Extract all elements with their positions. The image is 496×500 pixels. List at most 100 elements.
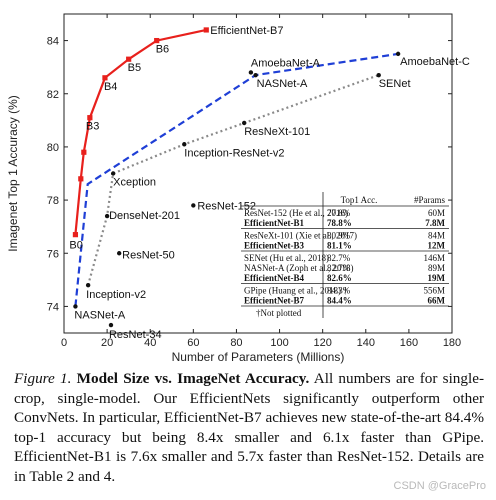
- efficientnet-label: B0: [69, 240, 82, 252]
- table-params: 19M: [428, 273, 446, 283]
- table-model: EfficientNet-B4: [244, 273, 304, 283]
- x-tick-label: 100: [270, 337, 288, 349]
- axes: 0 20 40 60 80 100 120 140 160 180 74 76 78 80 82 84: [47, 13, 461, 349]
- efficientnet-point: [87, 115, 93, 121]
- accuracy-vs-params-chart: 0 20 40 60 80 100 120 140 160 180 74 76 78 80 82 84 NAS…: [6, 13, 470, 364]
- y-axis-label: Imagenet Top 1 Accuracy (%): [6, 95, 20, 252]
- watermark: CSDN @GracePro: [393, 480, 486, 492]
- efficientnet-point: [81, 149, 87, 155]
- efficientnet-label: EfficientNet-B7: [210, 25, 283, 37]
- figure-title: Model Size vs. ImageNet Accuracy.: [76, 370, 310, 387]
- baseline-label: Xception: [113, 177, 156, 189]
- x-tick-label: 0: [61, 337, 67, 349]
- baseline-label: NASNet-A: [74, 309, 125, 321]
- x-axis-label: Number of Parameters (Millions): [172, 350, 345, 364]
- table-params: 84M: [428, 231, 445, 241]
- baseline-point: [73, 304, 78, 309]
- baseline-label: ResNet-50: [122, 249, 175, 261]
- table-params: 89M: [428, 263, 445, 273]
- x-tick-label: 140: [357, 337, 375, 349]
- table-model: SENet (Hu et al., 2018): [244, 253, 329, 263]
- baseline-label: ResNet-152: [197, 200, 256, 212]
- efficientnet-label: B6: [156, 44, 169, 56]
- table-model: ResNet-152 (He et al., 2016): [244, 208, 348, 218]
- y-tick-label: 74: [47, 301, 59, 313]
- x-tick-label: 40: [144, 337, 156, 349]
- x-tick-label: 80: [230, 337, 242, 349]
- efficientnet-point: [126, 56, 132, 62]
- table-acc: 84.4%: [327, 296, 352, 306]
- table-params: 556M: [423, 286, 445, 296]
- table-params: 60M: [428, 208, 445, 218]
- baseline-label: NASNet-A: [257, 78, 308, 90]
- table-params: 66M: [428, 296, 446, 306]
- nas-convnets-line: [74, 52, 399, 307]
- figure-caption: Figure 1. Model Size vs. ImageNet Accura…: [14, 369, 484, 487]
- baseline-label: AmoebaNet-C: [400, 56, 470, 68]
- x-tick-label: 180: [443, 337, 461, 349]
- table-acc: 78.8%: [327, 218, 352, 228]
- plot-frame: [63, 13, 453, 334]
- table-acc: 81.1%: [327, 241, 352, 251]
- series-lines: [74, 28, 399, 307]
- baseline-point: [110, 171, 116, 176]
- baseline-point: [104, 213, 110, 219]
- baseline-label: Inception-ResNet-v2: [184, 147, 284, 159]
- baseline-label: ResNet-34: [109, 329, 162, 341]
- y-tick-label: 76: [47, 248, 59, 260]
- table-params: 146M: [423, 253, 445, 263]
- baseline-label: DenseNet-201: [109, 210, 180, 222]
- baseline-point: [191, 203, 196, 208]
- y-tick-label: 82: [47, 89, 59, 101]
- x-tick-label: 160: [400, 337, 418, 349]
- efficientnet-point: [72, 232, 79, 238]
- table-acc: 77.8%: [327, 208, 351, 218]
- baseline-label: Inception-v2: [86, 289, 146, 301]
- table-acc: 82.6%: [327, 273, 352, 283]
- x-tick-label: 20: [101, 337, 113, 349]
- baseline-point: [376, 72, 381, 78]
- baseline-point: [253, 72, 258, 78]
- y-tick-label: 78: [47, 195, 59, 207]
- baseline-label: ResNeXt-101: [244, 126, 310, 138]
- table-model: EfficientNet-B3: [244, 241, 304, 251]
- table-params: 7.8M: [425, 218, 445, 228]
- table-acc: 84.3%: [327, 286, 351, 296]
- efficientnet-label: B4: [104, 81, 117, 93]
- table-header-acc: Top1 Acc.: [341, 195, 378, 205]
- table-footnote: †Not plotted: [256, 308, 302, 318]
- baseline-label: SENet: [379, 78, 411, 90]
- efficientnet-label: B3: [86, 121, 99, 133]
- table-params: 12M: [428, 241, 446, 251]
- figure-body: All numbers are for single-crop, single-…: [14, 370, 484, 485]
- y-tick-label: 84: [47, 36, 59, 48]
- table-model: NASNet-A (Zoph et al., 2018): [244, 263, 353, 273]
- baseline-point: [395, 51, 401, 57]
- table-model: GPipe (Huang et al., 2018) †: [244, 286, 348, 296]
- table-model: ResNeXt-101 (Xie et al., 2017): [244, 231, 357, 241]
- table-acc: 82.7%: [327, 263, 351, 273]
- y-tick-label: 80: [47, 142, 59, 154]
- baseline-point: [85, 282, 91, 288]
- efficientnet-point: [78, 176, 84, 182]
- x-tick-label: 120: [313, 337, 331, 349]
- figure-label: Figure 1.: [14, 370, 72, 387]
- x-tick-label: 60: [187, 337, 199, 349]
- baseline-point: [116, 251, 122, 256]
- efficientnet-point: [203, 27, 209, 33]
- table-model: EfficientNet-B1: [244, 218, 304, 228]
- efficientnet-point: [154, 37, 160, 44]
- table-model: EfficientNet-B7: [244, 296, 304, 306]
- baseline-label: AmoebaNet-A: [251, 57, 321, 69]
- table-acc: 80.9%: [327, 231, 351, 241]
- table-acc: 82.7%: [327, 253, 351, 263]
- data-points: [72, 27, 401, 328]
- baseline-point: [182, 142, 187, 147]
- efficientnet-point: [102, 75, 108, 81]
- efficientnet-line: [74, 28, 207, 235]
- efficientnet-label: B5: [128, 62, 141, 74]
- baseline-point: [108, 322, 114, 328]
- point-labels: NASNet-A ResNet-34 Inception-v2 ResNet-50 De…: [69, 25, 469, 341]
- baseline-point: [248, 70, 254, 75]
- table-header-params: #Params: [414, 195, 445, 205]
